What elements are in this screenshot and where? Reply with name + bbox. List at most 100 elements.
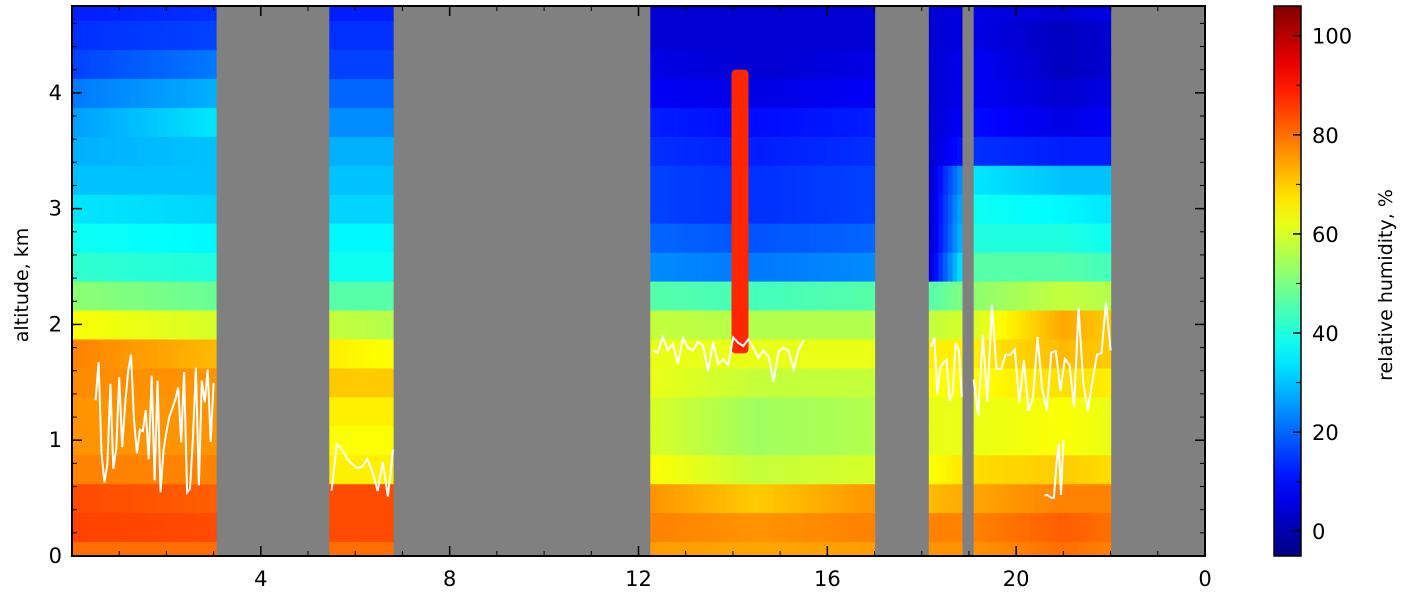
heatmap-cell xyxy=(987,49,994,79)
heatmap-cell xyxy=(659,78,666,108)
heatmap-cell xyxy=(650,252,656,282)
heatmap-cell xyxy=(867,281,873,311)
heatmap-cell xyxy=(801,49,807,79)
heatmap-cell xyxy=(362,338,368,369)
heatmap-cell xyxy=(872,541,876,556)
heatmap-cell xyxy=(773,165,779,195)
heatmap-cell xyxy=(1039,223,1046,253)
heatmap-cell xyxy=(978,252,984,282)
heatmap-cell xyxy=(683,223,689,253)
heatmap-cell xyxy=(763,223,769,253)
heatmap-cell xyxy=(204,396,210,427)
heatmap-cell xyxy=(1072,396,1079,427)
heatmap-cell xyxy=(156,483,163,514)
heatmap-cell xyxy=(815,194,821,224)
heatmap-cell xyxy=(669,338,675,369)
heatmap-cell xyxy=(1063,309,1069,340)
heatmap-cell xyxy=(843,252,850,282)
heatmap-cell xyxy=(806,512,812,543)
heatmap-cell xyxy=(166,223,172,253)
heatmap-cell xyxy=(72,541,78,556)
heatmap-cell xyxy=(185,223,191,253)
heatmap-cell xyxy=(166,78,172,108)
heatmap-cell xyxy=(1068,512,1074,543)
heatmap-cell xyxy=(843,512,850,543)
heatmap-cell xyxy=(763,194,769,224)
heatmap-cell xyxy=(721,78,727,108)
heatmap-cell xyxy=(81,541,87,556)
heatmap-cell xyxy=(872,367,876,398)
heatmap-cell xyxy=(95,396,101,427)
heatmap-cell xyxy=(371,281,378,311)
heatmap-cell xyxy=(385,20,392,51)
heatmap-cell xyxy=(1035,107,1041,137)
heatmap-cell xyxy=(1016,49,1022,79)
heatmap-cell xyxy=(128,20,134,51)
heatmap-cell xyxy=(688,454,694,485)
heatmap-cell xyxy=(1049,425,1055,456)
heatmap-cell xyxy=(692,223,699,253)
heatmap-cell xyxy=(329,194,335,224)
heatmap-cell xyxy=(1068,78,1074,108)
heatmap-cell xyxy=(1006,6,1013,22)
heatmap-cell xyxy=(683,20,689,51)
plot-area xyxy=(72,6,1205,556)
heatmap-cell xyxy=(834,6,840,22)
heatmap-cell xyxy=(109,396,116,427)
heatmap-cell xyxy=(1077,454,1083,485)
heatmap-cell xyxy=(128,49,134,79)
heatmap-cell xyxy=(1006,425,1013,456)
heatmap-cell xyxy=(872,396,876,427)
heatmap-cell xyxy=(735,20,741,51)
heatmap-cell xyxy=(796,309,802,340)
heatmap-cell xyxy=(161,78,168,108)
heatmap-cell xyxy=(1011,483,1017,514)
heatmap-cell xyxy=(758,396,765,427)
heatmap-cell xyxy=(858,483,864,514)
heatmap-cell xyxy=(190,6,196,22)
heatmap-cell xyxy=(815,78,821,108)
heatmap-cell xyxy=(175,281,182,311)
heatmap-cell xyxy=(754,281,760,311)
heatmap-cell xyxy=(352,223,359,253)
heatmap-cell xyxy=(1044,136,1050,166)
heatmap-cell xyxy=(928,367,935,398)
heatmap-cell xyxy=(1049,165,1055,195)
heatmap-cell xyxy=(357,367,363,398)
heatmap-cell xyxy=(796,454,802,485)
heatmap-cell xyxy=(1020,512,1027,543)
heatmap-cell xyxy=(86,309,92,340)
heatmap-cell xyxy=(180,454,186,485)
heatmap-cell xyxy=(697,194,703,224)
heatmap-cell xyxy=(688,396,694,427)
heatmap-cell xyxy=(171,281,177,311)
heatmap-cell xyxy=(147,223,153,253)
heatmap-cell xyxy=(806,541,812,556)
heatmap-cell xyxy=(1030,454,1036,485)
heatmap-cell xyxy=(867,107,873,137)
heatmap-cell xyxy=(371,252,378,282)
heatmap-cell xyxy=(147,20,153,51)
heatmap-cell xyxy=(180,425,186,456)
heatmap-cell xyxy=(180,78,186,108)
heatmap-cell xyxy=(853,20,859,51)
heatmap-cell xyxy=(171,136,177,166)
heatmap-cell xyxy=(858,252,864,282)
data-segment xyxy=(650,6,876,556)
heatmap-cell xyxy=(721,483,727,514)
heatmap-cell xyxy=(385,165,392,195)
heatmap-cell xyxy=(678,281,684,311)
heatmap-cell xyxy=(787,281,793,311)
heatmap-cell xyxy=(1072,425,1079,456)
heatmap-cell xyxy=(749,20,755,51)
heatmap-cell xyxy=(1063,194,1069,224)
heatmap-cell xyxy=(730,454,736,485)
heatmap-cell xyxy=(933,309,939,340)
heatmap-cell xyxy=(1063,49,1069,79)
heatmap-cell xyxy=(829,483,836,514)
heatmap-cell xyxy=(829,367,836,398)
heatmap-cell xyxy=(815,396,821,427)
heatmap-cell xyxy=(697,483,703,514)
heatmap-cell xyxy=(376,20,382,51)
heatmap-cell xyxy=(100,252,106,282)
